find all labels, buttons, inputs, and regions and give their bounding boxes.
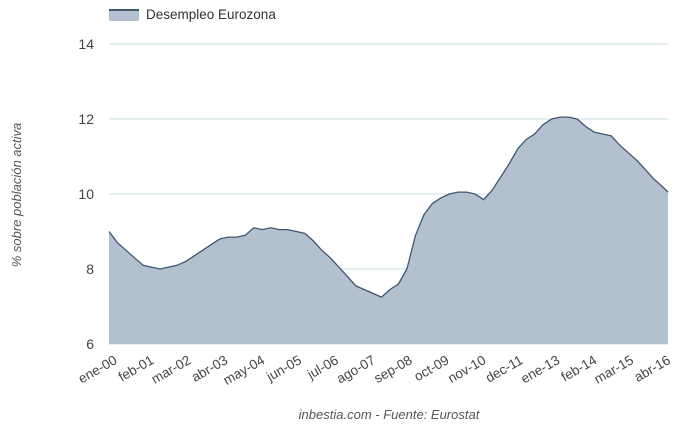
data-point[interactable] xyxy=(618,144,621,147)
data-point[interactable] xyxy=(550,118,553,121)
data-point[interactable] xyxy=(559,116,562,119)
data-point[interactable] xyxy=(269,226,272,229)
data-point[interactable] xyxy=(414,234,417,237)
x-tick-label: oct-09 xyxy=(412,352,452,384)
data-point[interactable] xyxy=(652,178,655,181)
x-tick-label: abr-16 xyxy=(632,352,673,385)
y-tick-label: 12 xyxy=(78,111,94,127)
data-point[interactable] xyxy=(371,292,374,295)
data-point[interactable] xyxy=(201,249,204,252)
data-point[interactable] xyxy=(542,123,545,126)
data-point[interactable] xyxy=(465,191,468,194)
data-point[interactable] xyxy=(525,138,528,141)
data-point[interactable] xyxy=(176,264,179,267)
data-point[interactable] xyxy=(142,264,145,267)
data-point[interactable] xyxy=(457,191,460,194)
data-point[interactable] xyxy=(108,230,111,233)
data-point[interactable] xyxy=(593,131,596,134)
chart-caption: inbestia.com - Fuente: Eurostat xyxy=(299,407,481,422)
data-point[interactable] xyxy=(474,193,477,196)
data-point[interactable] xyxy=(303,232,306,235)
data-point[interactable] xyxy=(491,189,494,192)
data-point[interactable] xyxy=(661,185,664,188)
data-point[interactable] xyxy=(218,238,221,241)
x-tick-label: mar-15 xyxy=(591,352,636,386)
data-point[interactable] xyxy=(329,256,332,259)
data-point[interactable] xyxy=(576,118,579,121)
data-point[interactable] xyxy=(405,268,408,271)
data-point[interactable] xyxy=(508,163,511,166)
data-point[interactable] xyxy=(116,241,119,244)
data-point[interactable] xyxy=(312,239,315,242)
data-point[interactable] xyxy=(482,198,485,201)
data-point[interactable] xyxy=(337,266,340,269)
data-point[interactable] xyxy=(150,266,153,269)
data-point[interactable] xyxy=(567,116,570,119)
data-point[interactable] xyxy=(125,249,128,252)
series-line xyxy=(108,116,669,298)
data-point[interactable] xyxy=(363,288,366,291)
x-tick-label: ene-13 xyxy=(518,352,562,386)
data-point[interactable] xyxy=(499,176,502,179)
data-point[interactable] xyxy=(261,228,264,231)
y-axis-title: % sobre población activa xyxy=(9,123,24,268)
legend-swatch xyxy=(109,9,139,21)
data-point[interactable] xyxy=(380,296,383,299)
data-point[interactable] xyxy=(133,256,136,259)
x-tick-label: ene-00 xyxy=(76,352,120,386)
data-point[interactable] xyxy=(601,133,604,136)
data-point[interactable] xyxy=(295,230,298,233)
data-point[interactable] xyxy=(278,228,281,231)
data-point[interactable] xyxy=(184,260,187,263)
data-point[interactable] xyxy=(627,151,630,154)
y-tick-label: 8 xyxy=(86,261,94,277)
data-point[interactable] xyxy=(388,288,391,291)
data-point[interactable] xyxy=(533,133,536,136)
data-point[interactable] xyxy=(286,228,289,231)
data-point[interactable] xyxy=(397,283,400,286)
x-tick-label: feb-01 xyxy=(116,352,157,384)
data-point[interactable] xyxy=(584,125,587,128)
y-tick-label: 10 xyxy=(78,186,94,202)
data-point[interactable] xyxy=(159,268,162,271)
data-point[interactable] xyxy=(440,196,443,199)
y-tick-label: 6 xyxy=(86,336,94,352)
x-tick-label: may-04 xyxy=(221,352,268,388)
x-tick-label: sep-08 xyxy=(371,352,414,386)
data-point[interactable] xyxy=(346,275,349,278)
legend-label: Desempleo Eurozona xyxy=(146,7,276,22)
x-tick-label: ago-07 xyxy=(334,352,378,386)
x-tick-label: jun-05 xyxy=(263,352,304,384)
data-point[interactable] xyxy=(448,193,451,196)
x-tick-label: dec-11 xyxy=(483,352,525,385)
data-point[interactable] xyxy=(516,148,519,151)
data-point[interactable] xyxy=(644,168,647,171)
data-point[interactable] xyxy=(227,236,230,239)
data-point[interactable] xyxy=(244,234,247,237)
data-point[interactable] xyxy=(167,266,170,269)
data-point[interactable] xyxy=(423,213,426,216)
data-point[interactable] xyxy=(235,236,238,239)
series-area xyxy=(109,117,668,344)
data-point[interactable] xyxy=(667,191,670,194)
x-tick-label: nov-10 xyxy=(445,352,488,386)
y-tick-label: 14 xyxy=(78,36,94,52)
data-point[interactable] xyxy=(635,159,638,162)
x-tick-label: feb-14 xyxy=(558,352,599,384)
data-point[interactable] xyxy=(354,284,357,287)
data-point[interactable] xyxy=(210,243,213,246)
data-point[interactable] xyxy=(431,202,434,205)
x-tick-label: mar-02 xyxy=(149,352,194,386)
data-point[interactable] xyxy=(252,226,255,229)
data-point[interactable] xyxy=(610,134,613,137)
legend[interactable]: Desempleo Eurozona xyxy=(109,7,276,22)
y-axis-ticks: 6 8 10 12 14 xyxy=(78,36,94,352)
data-point[interactable] xyxy=(193,254,196,257)
data-point[interactable] xyxy=(320,249,323,252)
